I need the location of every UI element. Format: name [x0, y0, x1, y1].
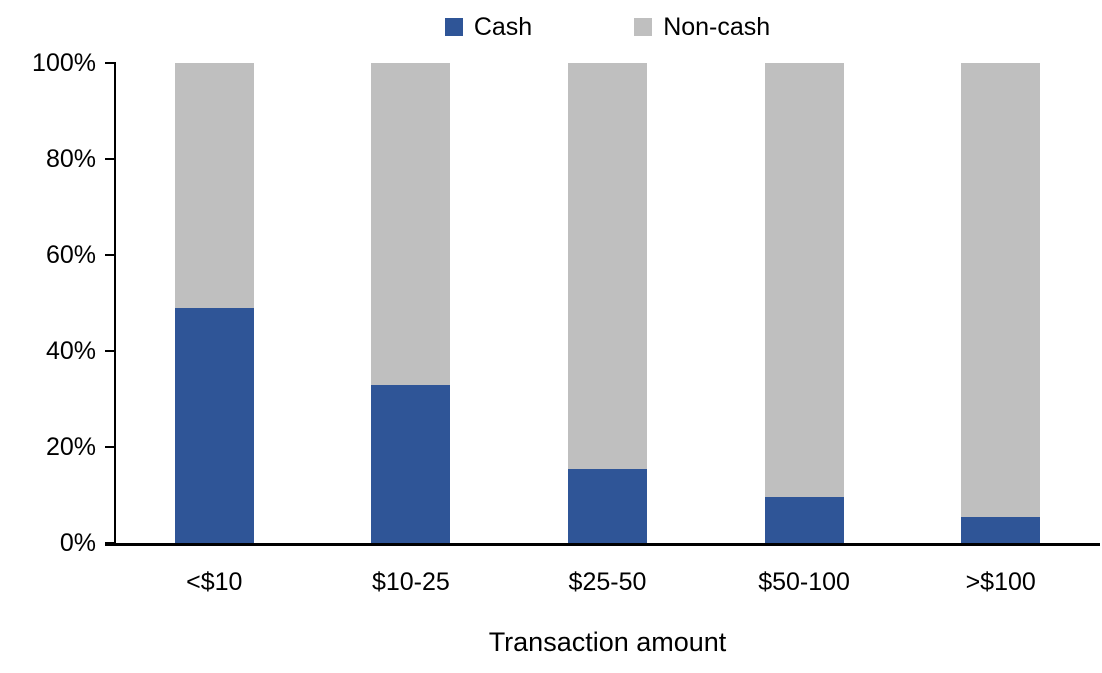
- legend-swatch-non-cash: [634, 18, 653, 36]
- bar-segment-cash: [764, 497, 844, 543]
- bar-stack: [961, 63, 1041, 543]
- x-axis-tick-label: $10-25: [371, 568, 450, 596]
- y-axis-tick-label: 20%: [45, 433, 96, 461]
- x-axis-tick-label: $50-100: [758, 568, 850, 596]
- x-axis-line: [105, 543, 1100, 546]
- y-axis-tick-label: 100%: [32, 49, 96, 77]
- bar-slot--100: [902, 63, 1099, 543]
- bar-slot--10-25: [313, 63, 510, 543]
- bar-stack: [764, 63, 844, 543]
- bar-segment-non-cash: [567, 63, 647, 469]
- y-axis-tick-label: 80%: [45, 145, 96, 173]
- legend-swatch-cash: [444, 18, 463, 36]
- plot-area: [116, 63, 1099, 543]
- y-axis-tick: [105, 158, 116, 160]
- x-axis-tick-label: <$10: [186, 568, 243, 596]
- x-axis-tick-label: >$100: [965, 568, 1036, 596]
- y-axis-tick: [105, 350, 116, 352]
- legend-item-non-cash: Non-cash: [634, 12, 770, 42]
- bar-segment-non-cash: [961, 63, 1041, 517]
- bar-stack: [174, 63, 254, 543]
- bar-segment-cash: [174, 307, 254, 543]
- bar-segment-cash: [567, 468, 647, 543]
- x-axis-tick-label: $25-50: [568, 568, 647, 596]
- legend-item-cash: Cash: [444, 12, 533, 42]
- bar-stack: [567, 63, 647, 543]
- bar-segment-cash: [371, 384, 451, 543]
- bar-slot--25-50: [509, 63, 706, 543]
- legend-label: Cash: [473, 13, 533, 41]
- y-axis-tick: [105, 254, 116, 256]
- bar-segment-cash: [961, 516, 1041, 543]
- bar-segment-non-cash: [764, 63, 844, 498]
- y-axis-tick: [105, 446, 116, 448]
- y-axis-line: [114, 62, 116, 544]
- y-axis-tick-label: 40%: [45, 337, 96, 365]
- x-axis-tick-labels: <$10 $10-25 $25-50 $50-100 >$100: [116, 567, 1099, 597]
- bar-stack: [371, 63, 451, 543]
- bar-segment-non-cash: [174, 63, 254, 308]
- chart-legend: Cash Non-cash: [116, 11, 1099, 43]
- bar-segment-non-cash: [371, 63, 451, 385]
- y-axis-tick-label: 60%: [45, 241, 96, 269]
- y-axis-tick-label: 0%: [59, 529, 96, 557]
- bar-slot--10: [116, 63, 313, 543]
- legend-label: Non-cash: [663, 13, 771, 41]
- x-axis-title: Transaction amount: [488, 627, 727, 657]
- bar-slot--50-100: [706, 63, 903, 543]
- y-axis-tick: [105, 62, 116, 64]
